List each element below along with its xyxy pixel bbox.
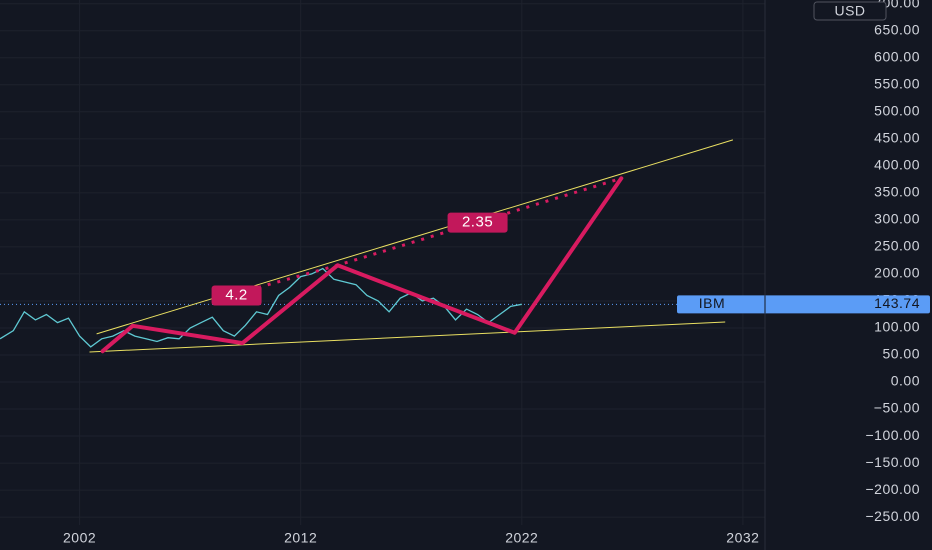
y-tick-label: 300.00: [874, 211, 920, 227]
y-tick-label: 400.00: [874, 157, 920, 173]
y-tick-label: 500.00: [874, 103, 920, 119]
price-line: [0, 267, 522, 348]
path: [100, 176, 624, 354]
y-tick-label: 450.00: [874, 130, 920, 146]
y-tick-label: 650.00: [874, 21, 920, 37]
trendline: [96, 139, 734, 335]
y-tick-label: 0.00: [891, 373, 920, 389]
y-tick-label: 50.00: [882, 346, 920, 362]
y-tick-label: −50.00: [874, 400, 920, 416]
symbol-label: IBM: [699, 295, 725, 311]
y-tick-label: −200.00: [866, 481, 921, 497]
y-tick-label: 600.00: [874, 48, 920, 64]
annotation-box: [211, 285, 262, 306]
y-tick-label: 200.00: [874, 265, 920, 281]
currency: USD: [834, 3, 865, 19]
y-tick-label: 550.00: [874, 75, 920, 91]
x-tick-label: 2032: [726, 530, 759, 546]
y-tick-label: −100.00: [866, 427, 921, 443]
x-tick-label: 2012: [284, 530, 317, 546]
time-axis: 2002 2012 2022 2032: [63, 530, 759, 546]
x-tick-label: 2002: [63, 530, 96, 546]
symbol-badge: [677, 295, 930, 314]
x-tick-label: 2022: [505, 530, 538, 546]
trendline: [89, 321, 726, 353]
price-axis-panel: [765, 0, 932, 550]
dotted: [238, 176, 622, 295]
y-tick-label: −150.00: [866, 454, 921, 470]
annotation-label: 2.35: [462, 214, 493, 231]
currency-badge[interactable]: [813, 1, 887, 21]
annotation-label: 4.2: [225, 287, 247, 304]
annotation-box: [447, 212, 508, 233]
y-tick-label: 100.00: [874, 319, 920, 335]
y-tick-label: −250.00: [866, 508, 921, 524]
price-axis: 700.00 650.00 600.00 550.00 500.00 450.00 400.…: [677, 0, 930, 524]
y-tick-label: 700.00: [874, 0, 920, 10]
last-price-label: 143.74: [874, 295, 920, 311]
y-tick-label: 250.00: [874, 238, 920, 254]
y-tick-label: 350.00: [874, 184, 920, 200]
plot-area: 4.2 2.35: [0, 139, 765, 354]
